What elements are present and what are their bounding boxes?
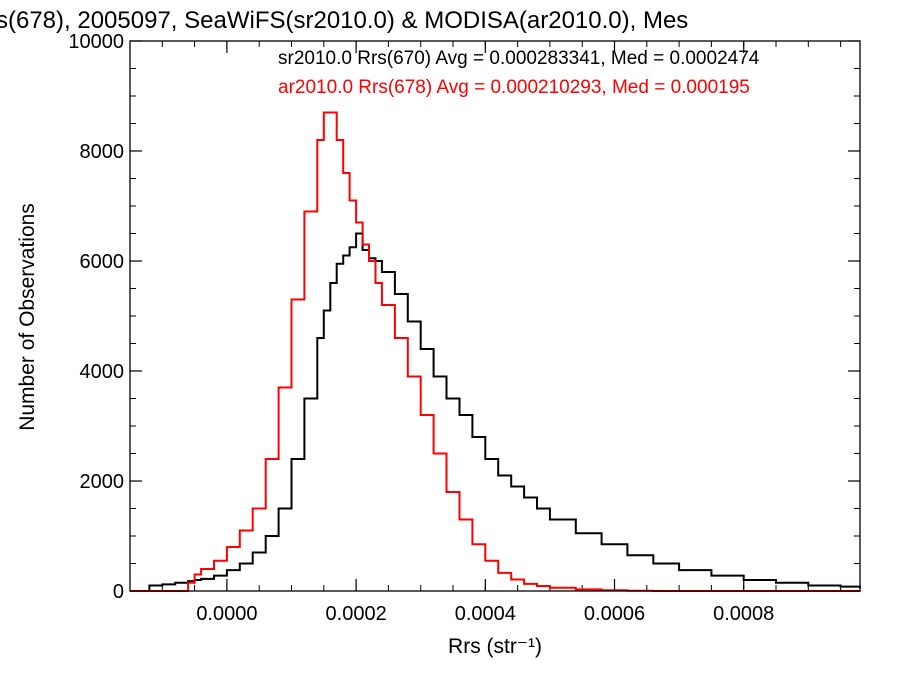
y-tick-label: 8000 (80, 141, 125, 163)
plot-frame (129, 40, 861, 592)
axis-ticks: 0.0000 0.0002 0.0004 0.0006 0.0008 0 2000 4000 6… (68, 31, 860, 625)
series-line-2 (130, 111, 860, 592)
y-axis-label: Number of Observations (16, 203, 39, 431)
y-tick-label: 6000 (80, 251, 125, 273)
series-line-1 (130, 232, 861, 592)
y-tick-label: 10000 (68, 31, 124, 53)
x-tick-label: 0.0002 (326, 603, 387, 625)
x-tick-label: 0.0004 (455, 603, 516, 625)
y-tick-label: 4000 (80, 361, 125, 383)
y-tick-label: 2000 (80, 471, 125, 493)
y-tick-label: 0 (113, 581, 124, 603)
data-series (130, 111, 861, 592)
x-tick-label: 0.0000 (196, 603, 257, 625)
x-tick-label: 0.0006 (584, 603, 645, 625)
chart-title: rs(678), 2005097, SeaWiFS(sr2010.0) & MO… (0, 7, 688, 34)
x-axis-label: Rrs (str⁻¹) (448, 635, 542, 658)
x-tick-label: 0.0008 (713, 603, 774, 625)
legend-entry-series-2: ar2010.0 Rrs(678) Avg = 0.000210293, Med… (278, 77, 750, 98)
legend-entry-series-1: sr2010.0 Rrs(670) Avg = 0.000283341, Med… (278, 48, 760, 69)
